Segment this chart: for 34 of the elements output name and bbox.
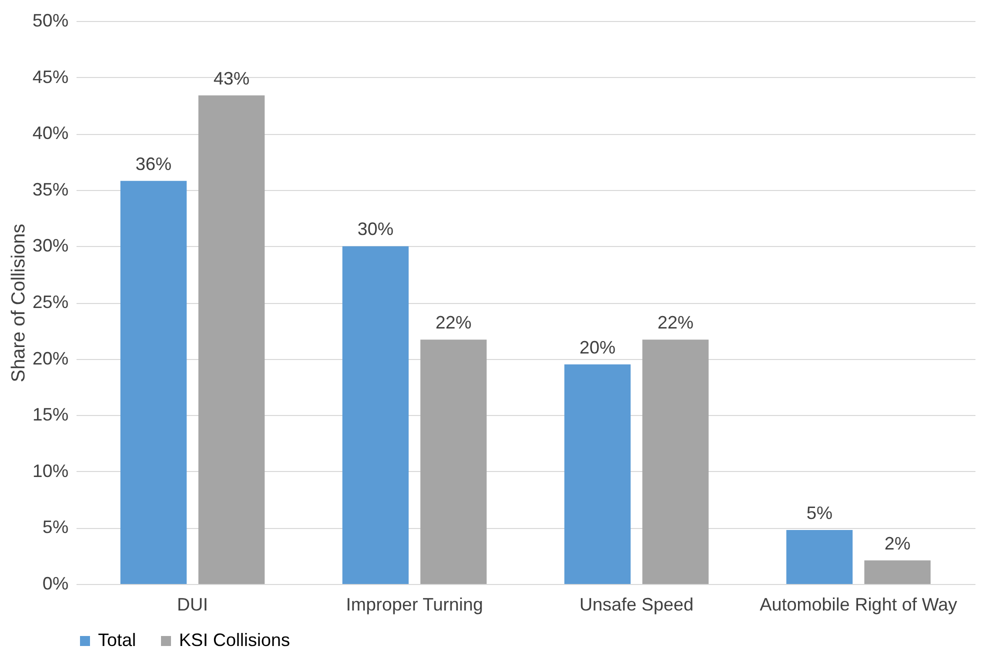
data-label: 43%: [214, 68, 250, 88]
bar: [564, 364, 631, 584]
x-tick-label: Improper Turning: [346, 594, 484, 614]
bar: [420, 340, 487, 584]
y-tick-label: 45%: [32, 66, 68, 87]
x-tick-label: DUI: [177, 594, 208, 614]
y-tick-label: 10%: [32, 460, 68, 481]
x-tick-label: Unsafe Speed: [579, 594, 694, 614]
data-label: 30%: [358, 219, 394, 240]
legend-label: Total: [98, 630, 136, 650]
data-label: 5%: [806, 502, 832, 523]
y-tick-label: 35%: [32, 179, 68, 200]
y-tick-label: 5%: [42, 517, 68, 538]
data-label: 22%: [657, 312, 694, 333]
x-tick-label: Automobile Right of Way: [760, 594, 958, 614]
data-label: 20%: [579, 337, 616, 358]
bar: [786, 530, 853, 584]
y-tick-label: 50%: [32, 10, 68, 30]
y-axis-title: Share of Collisions: [8, 224, 30, 382]
y-tick-label: 0%: [42, 574, 68, 594]
bar: [642, 340, 709, 584]
bar: [864, 560, 931, 584]
y-tick-label: 20%: [32, 348, 68, 368]
data-label: 22%: [435, 312, 472, 333]
data-label: 2%: [884, 533, 910, 554]
y-tick-label: 30%: [32, 236, 68, 256]
y-tick-label: 15%: [32, 404, 68, 425]
bar: [342, 246, 409, 584]
legend-label: KSI Collisions: [179, 630, 290, 650]
data-label: 36%: [136, 154, 172, 174]
y-tick-label: 40%: [32, 123, 68, 144]
y-tick-label: 25%: [32, 292, 68, 312]
bar: [120, 180, 187, 584]
bar: [198, 95, 265, 584]
